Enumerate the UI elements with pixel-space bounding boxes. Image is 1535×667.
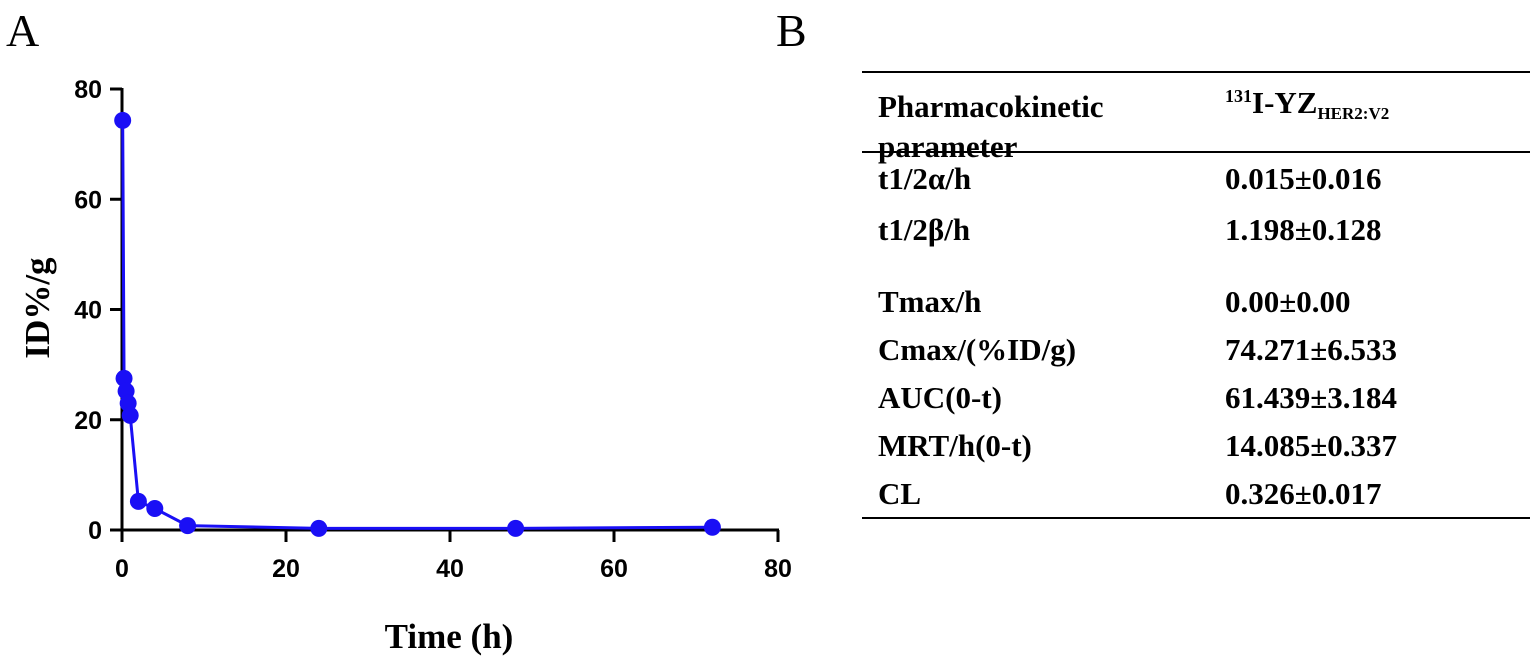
pharmacokinetic-table: Pharmacokinetic parameter 131I-YZHER2:V2… — [862, 71, 1530, 519]
panel-label-b: B — [776, 5, 807, 56]
y-axis-title: ID%/g — [18, 257, 57, 359]
x-tick-label: 80 — [764, 555, 792, 583]
row-value: 1.198±0.128 — [1225, 212, 1382, 247]
row-value: 61.439±3.184 — [1225, 379, 1398, 415]
header-param-line2: parameter — [878, 128, 1018, 164]
panel-label-a: A — [6, 5, 40, 56]
chart-axes — [120, 88, 779, 532]
table-row: t1/2β/h 1.198±0.128 — [862, 204, 1530, 255]
chart-series — [114, 111, 721, 537]
table-row: t1/2α/h 0.015±0.016 — [862, 153, 1530, 204]
header-agent-sub: HER2:V2 — [1317, 104, 1390, 123]
y-tick-label: 0 — [88, 517, 102, 545]
x-tick-label: 40 — [436, 555, 464, 583]
row-param: CL — [878, 475, 922, 511]
data-point — [115, 369, 133, 387]
row-param: t1/2β/h — [878, 212, 971, 247]
table-spacer — [862, 255, 1530, 277]
row-value: 14.085±0.337 — [1225, 427, 1398, 463]
chart-ticks: 0 20 40 60 80 0 20 40 60 80 — [74, 76, 792, 583]
pk-line-chart: 0 20 40 60 80 0 20 40 60 80 ID%/g Time (h) — [18, 76, 792, 656]
data-point — [703, 518, 721, 536]
data-point — [146, 500, 164, 518]
header-parameter: Pharmacokinetic parameter — [862, 87, 1217, 164]
row-value: 74.271±6.533 — [1225, 331, 1398, 367]
x-tick-label: 60 — [600, 555, 628, 583]
header-agent: 131I-YZHER2:V2 — [1217, 87, 1530, 151]
row-value: 0.015±0.016 — [1225, 161, 1382, 196]
y-tick-label: 40 — [74, 297, 102, 325]
x-tick-label: 0 — [115, 555, 129, 583]
table-row: MRT/h(0-t) 14.085±0.337 — [862, 421, 1530, 469]
row-value: 0.00±0.00 — [1225, 283, 1351, 319]
y-tick-label: 60 — [74, 186, 102, 214]
table-row: CL 0.326±0.017 — [862, 469, 1530, 517]
table-bottom-rule — [862, 517, 1530, 519]
x-axis-title: Time (h) — [385, 617, 514, 656]
data-point — [310, 519, 328, 537]
table-row: Tmax/h 0.00±0.00 — [862, 277, 1530, 325]
row-param: Tmax/h — [878, 283, 982, 319]
table-top-rule — [862, 71, 1530, 73]
row-param: AUC(0-t) — [878, 379, 1002, 415]
header-agent-main: I-YZ — [1252, 85, 1318, 120]
row-value: 0.326±0.017 — [1225, 475, 1382, 511]
x-tick-label: 20 — [272, 555, 300, 583]
row-param: MRT/h(0-t) — [878, 427, 1032, 463]
data-point — [179, 517, 197, 535]
table-row: AUC(0-t) 61.439±3.184 — [862, 373, 1530, 421]
data-point — [121, 406, 139, 424]
row-param: t1/2α/h — [878, 161, 972, 196]
data-point — [507, 519, 525, 537]
y-tick-label: 80 — [74, 76, 102, 104]
data-point — [129, 492, 147, 510]
row-param: Cmax/(%ID/g) — [878, 331, 1077, 367]
series-line — [121, 120, 713, 530]
data-point — [114, 111, 132, 129]
header-param-line1: Pharmacokinetic — [878, 89, 1104, 124]
y-tick-label: 20 — [74, 407, 102, 435]
table-header-row: Pharmacokinetic parameter 131I-YZHER2:V2 — [862, 73, 1530, 164]
table-header-rule — [862, 151, 1530, 153]
table-row: Cmax/(%ID/g) 74.271±6.533 — [862, 325, 1530, 373]
header-agent-isotope: 131 — [1225, 86, 1252, 106]
